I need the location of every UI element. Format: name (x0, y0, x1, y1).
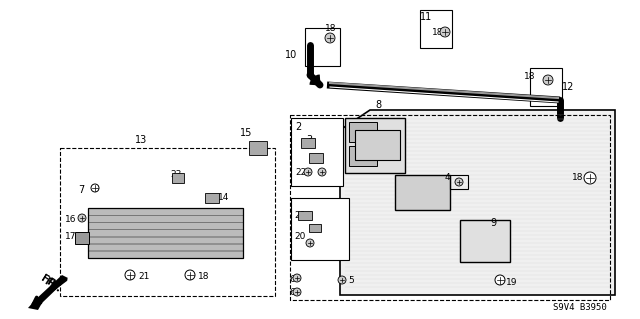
Circle shape (293, 274, 301, 282)
Text: 19: 19 (506, 278, 518, 287)
Bar (305, 28, 340, 66)
Circle shape (293, 288, 301, 296)
Bar (298, 211, 312, 219)
Text: 8: 8 (375, 100, 381, 110)
Text: 11: 11 (420, 12, 432, 22)
Bar (460, 220, 510, 262)
Circle shape (125, 270, 135, 280)
Bar (345, 118, 405, 173)
Circle shape (306, 239, 314, 247)
Text: 7: 7 (78, 185, 84, 195)
Text: 5: 5 (348, 276, 354, 285)
Text: 22: 22 (295, 168, 307, 177)
Circle shape (91, 184, 99, 192)
Bar (355, 130, 400, 160)
Bar (88, 244, 243, 250)
Circle shape (78, 214, 86, 222)
Bar (395, 175, 450, 210)
Bar (290, 115, 610, 300)
Text: 13: 13 (135, 135, 147, 145)
Bar (60, 148, 275, 296)
Text: 9: 9 (490, 218, 496, 228)
Text: 23: 23 (170, 170, 181, 179)
Text: 2: 2 (295, 122, 301, 132)
Text: 15: 15 (240, 128, 252, 138)
Circle shape (338, 276, 346, 284)
Bar (88, 208, 243, 258)
Text: 16: 16 (65, 215, 77, 224)
Bar (309, 153, 323, 163)
Text: S9V4 B3950: S9V4 B3950 (553, 303, 607, 313)
Bar (88, 222, 243, 229)
Bar (301, 138, 315, 148)
Bar (291, 198, 349, 260)
Circle shape (440, 27, 450, 37)
Bar (349, 146, 377, 166)
Bar (349, 122, 377, 142)
Text: 18: 18 (198, 272, 209, 281)
Circle shape (325, 33, 335, 43)
Polygon shape (28, 275, 68, 310)
Bar (205, 193, 219, 203)
Circle shape (304, 168, 312, 176)
Text: 4: 4 (445, 173, 451, 182)
Bar (88, 251, 243, 257)
Text: 18: 18 (572, 173, 584, 182)
Polygon shape (340, 110, 615, 295)
Bar (309, 224, 321, 232)
Text: 3: 3 (306, 135, 312, 145)
Bar (88, 215, 243, 222)
Text: 6: 6 (289, 288, 295, 297)
Text: FR.: FR. (39, 274, 61, 293)
Circle shape (543, 75, 553, 85)
Bar (172, 173, 184, 183)
Text: 20: 20 (294, 232, 305, 241)
Bar (88, 237, 243, 243)
Text: 21: 21 (138, 272, 149, 281)
Text: 18: 18 (524, 72, 536, 81)
Circle shape (318, 168, 326, 176)
Circle shape (584, 172, 596, 184)
Bar (75, 232, 89, 244)
Circle shape (495, 275, 505, 285)
Text: 6: 6 (289, 275, 295, 284)
Bar (530, 68, 562, 106)
Text: 10: 10 (285, 50, 297, 60)
Circle shape (455, 178, 463, 186)
Bar (450, 175, 468, 189)
Bar (249, 141, 267, 155)
Text: 12: 12 (562, 82, 574, 92)
Text: 18: 18 (325, 24, 337, 33)
Text: 20: 20 (294, 211, 305, 220)
Bar (88, 208, 243, 215)
Text: 17: 17 (65, 232, 77, 241)
Bar (88, 229, 243, 236)
Text: 14: 14 (218, 193, 229, 202)
Text: FR.: FR. (42, 276, 62, 294)
Bar (291, 118, 343, 186)
Bar (420, 10, 452, 48)
Text: 18: 18 (432, 28, 444, 37)
Circle shape (185, 270, 195, 280)
